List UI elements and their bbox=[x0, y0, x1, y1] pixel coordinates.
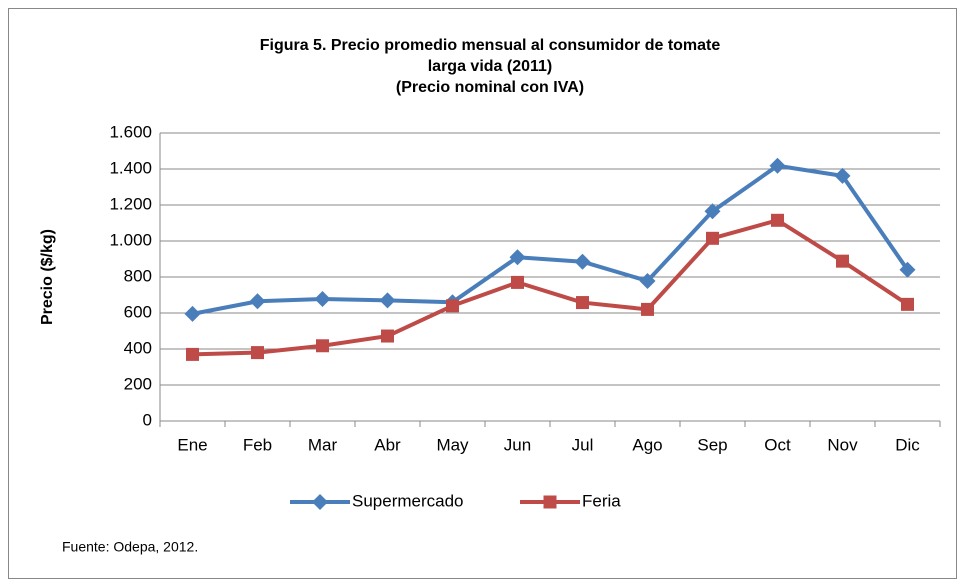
data-point bbox=[186, 347, 199, 361]
y-axis-label: Precio ($/kg) bbox=[39, 229, 56, 325]
legend-marker bbox=[543, 495, 557, 509]
data-point bbox=[381, 329, 394, 343]
y-tick-label: 1.000 bbox=[109, 230, 152, 249]
data-point bbox=[834, 167, 851, 184]
series-line bbox=[192, 163, 910, 316]
y-tick-label: 1.600 bbox=[109, 122, 152, 141]
x-tick-label: Dic bbox=[895, 435, 920, 454]
data-point bbox=[769, 157, 786, 174]
legend-marker bbox=[312, 494, 328, 510]
y-tick-label: 1.400 bbox=[109, 158, 152, 177]
y-tick-label: 800 bbox=[124, 266, 152, 285]
data-point bbox=[704, 203, 721, 220]
y-tick-label: 200 bbox=[124, 374, 152, 393]
x-tick-label: Jun bbox=[504, 435, 531, 454]
y-tick-label: 0 bbox=[143, 410, 152, 429]
y-tick-label: 600 bbox=[124, 302, 152, 321]
data-point bbox=[901, 297, 914, 311]
chart-title: Figura 5. Precio promedio mensual al con… bbox=[260, 37, 721, 54]
x-tick-label: Nov bbox=[827, 435, 858, 454]
data-point bbox=[509, 249, 526, 266]
source-note: Fuente: Odepa, 2012. bbox=[62, 539, 198, 555]
data-point bbox=[511, 275, 524, 289]
data-point bbox=[446, 299, 459, 313]
chart-title: (Precio nominal con IVA) bbox=[396, 79, 584, 96]
x-tick-label: Feb bbox=[243, 435, 272, 454]
data-point bbox=[836, 254, 849, 268]
data-point bbox=[184, 305, 201, 322]
chart-title: larga vida (2011) bbox=[428, 58, 553, 75]
data-point bbox=[316, 339, 329, 353]
data-point bbox=[379, 292, 396, 309]
x-tick-label: May bbox=[436, 435, 469, 454]
x-tick-label: Ago bbox=[632, 435, 662, 454]
series-line bbox=[192, 218, 909, 357]
data-point bbox=[641, 302, 654, 316]
data-point bbox=[249, 293, 266, 310]
data-point bbox=[314, 290, 331, 307]
data-point bbox=[706, 231, 719, 245]
x-tick-label: Mar bbox=[308, 435, 338, 454]
y-tick-label: 1.200 bbox=[109, 194, 152, 213]
data-point bbox=[251, 346, 264, 360]
data-point bbox=[639, 272, 656, 289]
y-tick-label: 400 bbox=[124, 338, 152, 357]
x-tick-label: Ene bbox=[177, 435, 207, 454]
x-tick-label: Oct bbox=[764, 435, 791, 454]
data-point bbox=[576, 296, 589, 310]
legend-label: Supermercado bbox=[352, 491, 464, 510]
data-point bbox=[899, 261, 916, 278]
data-point bbox=[574, 253, 591, 270]
x-tick-label: Jul bbox=[572, 435, 594, 454]
x-tick-label: Sep bbox=[697, 435, 727, 454]
data-point bbox=[771, 213, 784, 227]
legend-label: Feria bbox=[582, 491, 621, 510]
x-tick-label: Abr bbox=[374, 435, 401, 454]
